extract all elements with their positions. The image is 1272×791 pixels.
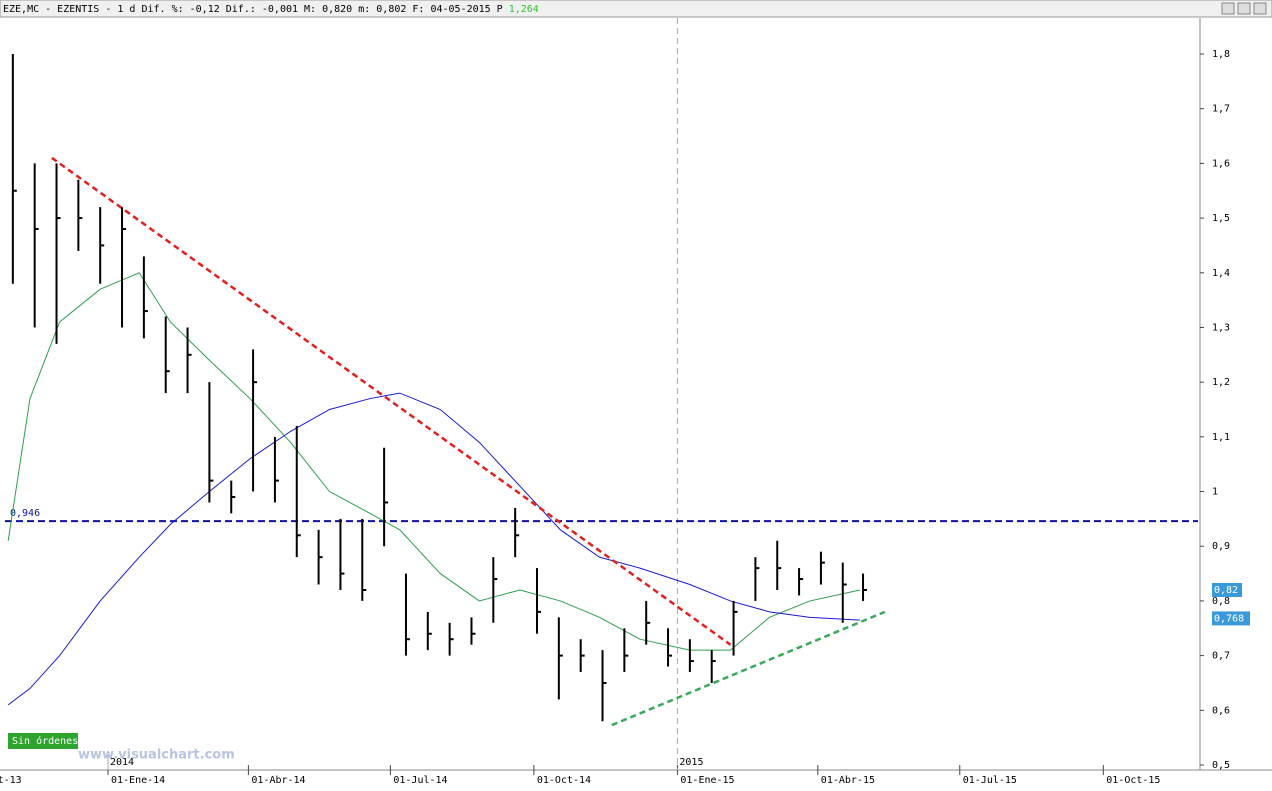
x-tick-label: 01-Ene-14 <box>111 775 165 786</box>
close-button[interactable] <box>1253 2 1267 15</box>
y-tick-label: 1,8 <box>1212 49 1230 60</box>
trendline <box>51 156 732 646</box>
badge[interactable]: Sin órdenes <box>12 735 78 747</box>
support-label: 0,946 <box>10 508 40 519</box>
moving-average <box>7 392 860 706</box>
y-tick-label: 1,3 <box>1212 322 1230 333</box>
x-tick-label: 01-Ene-15 <box>680 775 734 786</box>
badge-box[interactable] <box>8 733 78 749</box>
x-tick-label: 01-Oct-14 <box>537 775 591 786</box>
y-tick-label: 1 <box>1212 487 1218 498</box>
year-label: 2015 <box>679 757 703 768</box>
minimize-button[interactable] <box>1221 2 1235 15</box>
x-tick-label: 01-Oct-15 <box>1106 775 1160 786</box>
watermark: www.visualchart.com <box>78 748 235 763</box>
y-tick-label: 1,7 <box>1212 104 1230 115</box>
y-tick-label: 1,1 <box>1212 432 1230 443</box>
price-marker <box>1212 611 1250 626</box>
price-marker <box>1212 582 1242 597</box>
x-tick-label: 01-Abr-14 <box>251 775 305 786</box>
x-tick-label: 01-Jul-15 <box>963 775 1017 786</box>
x-tick-label: 01-Oct-13 <box>0 775 22 786</box>
y-tick-label: 0,8 <box>1212 596 1230 607</box>
price-marker-label: 0,82 <box>1214 585 1238 596</box>
x-tick-label: 01-Abr-15 <box>821 775 875 786</box>
y-tick-label: 1,4 <box>1212 268 1230 279</box>
window-buttons[interactable] <box>1221 2 1267 15</box>
y-tick-label: 0,6 <box>1212 705 1230 716</box>
title-value: 1,264 <box>509 4 539 15</box>
y-tick-label: 0,7 <box>1212 651 1230 662</box>
y-tick-label: 1,2 <box>1212 377 1230 388</box>
y-tick-label: 1,5 <box>1212 213 1230 224</box>
maximize-button[interactable] <box>1237 2 1251 15</box>
y-tick-label: 0,5 <box>1212 760 1230 771</box>
y-tick-label: 1,6 <box>1212 158 1230 169</box>
x-tick-label: 01-Jul-14 <box>393 775 447 786</box>
y-tick-label: 0,9 <box>1212 541 1230 552</box>
year-label: 2014 <box>110 757 134 768</box>
chart-title: EZE,MC - EZENTIS - 1 d Dif. %: -0,12 Dif… <box>3 4 503 15</box>
header-bar <box>0 0 1272 18</box>
moving-average <box>7 272 861 651</box>
price-marker-label: 0,768 <box>1214 613 1244 624</box>
